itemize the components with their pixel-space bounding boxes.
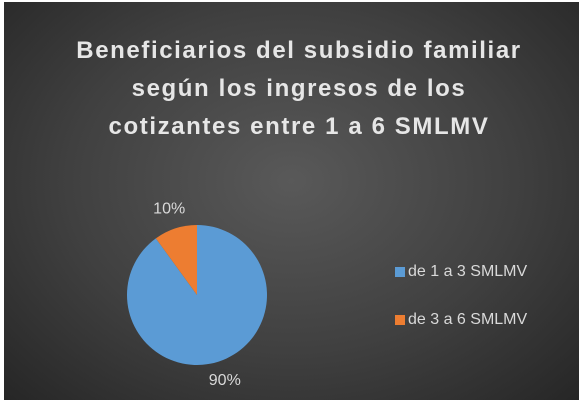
- legend-swatch: [395, 267, 405, 277]
- legend-swatch: [395, 315, 405, 325]
- legend-label: de 3 a 6 SMLMV: [408, 311, 528, 328]
- chart-area: Beneficiarios del subsidio familiar segú…: [4, 2, 579, 400]
- data-label: 10%: [153, 201, 185, 218]
- data-label: 90%: [209, 372, 241, 389]
- pie-slice: [126, 225, 267, 365]
- chart-title: Beneficiarios del subsidio familiar segú…: [76, 37, 522, 140]
- legend-label: de 1 a 3 SMLMV: [408, 263, 528, 280]
- pie-slice: [155, 225, 197, 295]
- chart: 90% 10% de 1 a 3 SMLMV de 3 a 6 SMLMV: [126, 201, 528, 389]
